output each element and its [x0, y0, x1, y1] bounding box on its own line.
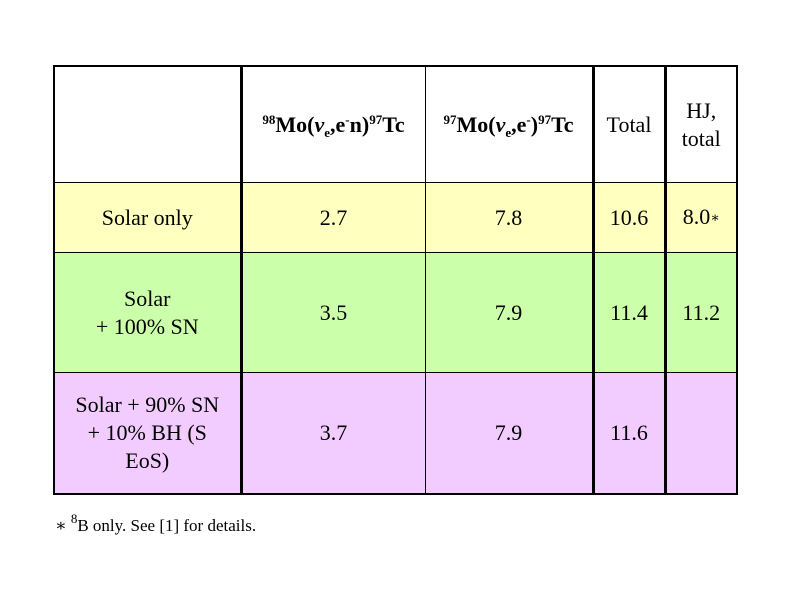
text-part: ∗ — [710, 210, 720, 226]
text: 7.9 — [494, 420, 523, 445]
text-line: + 10% BH (S — [59, 419, 236, 447]
table-cell: 11.4 — [591, 252, 666, 373]
text-line: EoS) — [59, 447, 236, 475]
text-part: - — [345, 111, 350, 127]
table-cell — [663, 372, 738, 495]
text-part: - — [526, 111, 531, 127]
text: 7.9 — [494, 299, 523, 325]
table-row: Solar + 100% SN 3.5 7.9 11.4 11.2 — [53, 252, 738, 373]
text: Solar — [124, 285, 171, 311]
table-cell: 11.2 — [663, 252, 738, 373]
text-part: Tc — [551, 111, 574, 137]
text-part: Tc — [382, 111, 405, 137]
text-line: Solar + 90% SN — [59, 391, 236, 419]
text: 7.8 — [494, 204, 523, 230]
table-cell: 7.8 — [424, 182, 594, 253]
text: 10.6 — [609, 204, 649, 230]
footnote: ∗ 8B only. See [1] for details. — [55, 512, 257, 536]
text-part: n) — [349, 111, 370, 137]
row-label: Solar only — [53, 182, 242, 253]
text-part: Mo( — [456, 111, 496, 137]
text-part: ν — [495, 111, 506, 137]
header-row: 98Mo(νe,e-n)97Tc 97Mo(νe,e-)97Tc Total HJ, t… — [53, 65, 738, 183]
text-line: Solar — [59, 285, 236, 313]
text-part: 8.0 — [682, 203, 711, 229]
table-cell: 11.6 — [591, 372, 666, 495]
text: 11.2 — [682, 299, 721, 325]
text-part: 8 — [70, 511, 78, 526]
table-cell: 3.7 — [239, 372, 426, 495]
table-row: Solar only 2.7 7.8 10.6 8.0∗ — [53, 182, 738, 253]
text: Solar only — [101, 204, 193, 230]
text-part: ν — [314, 111, 325, 137]
text-line: + 100% SN — [59, 313, 236, 341]
header-cell: 97Mo(νe,e-)97Tc — [424, 65, 594, 183]
header-cell — [53, 65, 242, 183]
text-line: total — [671, 125, 733, 153]
text-part: 97 — [443, 111, 457, 127]
table-cell: 3.5 — [239, 252, 426, 373]
text-part: 97 — [538, 111, 552, 127]
text: Total — [606, 111, 652, 137]
text-part: ∗ — [55, 516, 71, 535]
text: + 100% SN — [95, 313, 199, 339]
text-part: 97 — [369, 111, 383, 127]
table-cell: 10.6 — [591, 182, 666, 253]
text-part: e — [324, 124, 331, 140]
table-row: Solar + 90% SN + 10% BH (S EoS) 3.7 7.9 11.6 — [53, 372, 738, 495]
text-part: Mo( — [275, 111, 315, 137]
text: 11.4 — [610, 299, 648, 325]
text: total — [681, 125, 721, 151]
header-cell: 98Mo(νe,e-n)97Tc — [239, 65, 426, 183]
table-cell: 7.9 — [424, 372, 594, 495]
table-cell: 8.0∗ — [663, 182, 738, 253]
text-part: ) — [530, 111, 539, 137]
text-part: ,e — [511, 111, 527, 137]
row-label: Solar + 100% SN — [53, 252, 242, 373]
table-cell: 2.7 — [239, 182, 426, 253]
text-part: B only. See [1] for details. — [77, 516, 257, 535]
results-table: 98Mo(νe,e-n)97Tc 97Mo(νe,e-)97Tc Total HJ, t… — [53, 65, 738, 495]
text: 3.5 — [319, 299, 348, 325]
text: Solar + 90% SN — [75, 392, 220, 417]
text-part: ,e — [330, 111, 346, 137]
text-part: e — [505, 124, 512, 140]
text: HJ, — [686, 97, 717, 123]
text: EoS) — [125, 448, 170, 473]
table-cell: 7.9 — [424, 252, 594, 373]
text: 3.7 — [319, 420, 348, 445]
text-part: 98 — [262, 111, 276, 127]
header-cell: HJ, total — [663, 65, 738, 183]
text: 11.6 — [610, 420, 648, 445]
header-cell: Total — [591, 65, 666, 183]
row-label: Solar + 90% SN + 10% BH (S EoS) — [53, 372, 242, 495]
text: 2.7 — [319, 204, 348, 230]
text-line: HJ, — [671, 97, 733, 125]
text: + 10% BH (S — [87, 420, 207, 445]
